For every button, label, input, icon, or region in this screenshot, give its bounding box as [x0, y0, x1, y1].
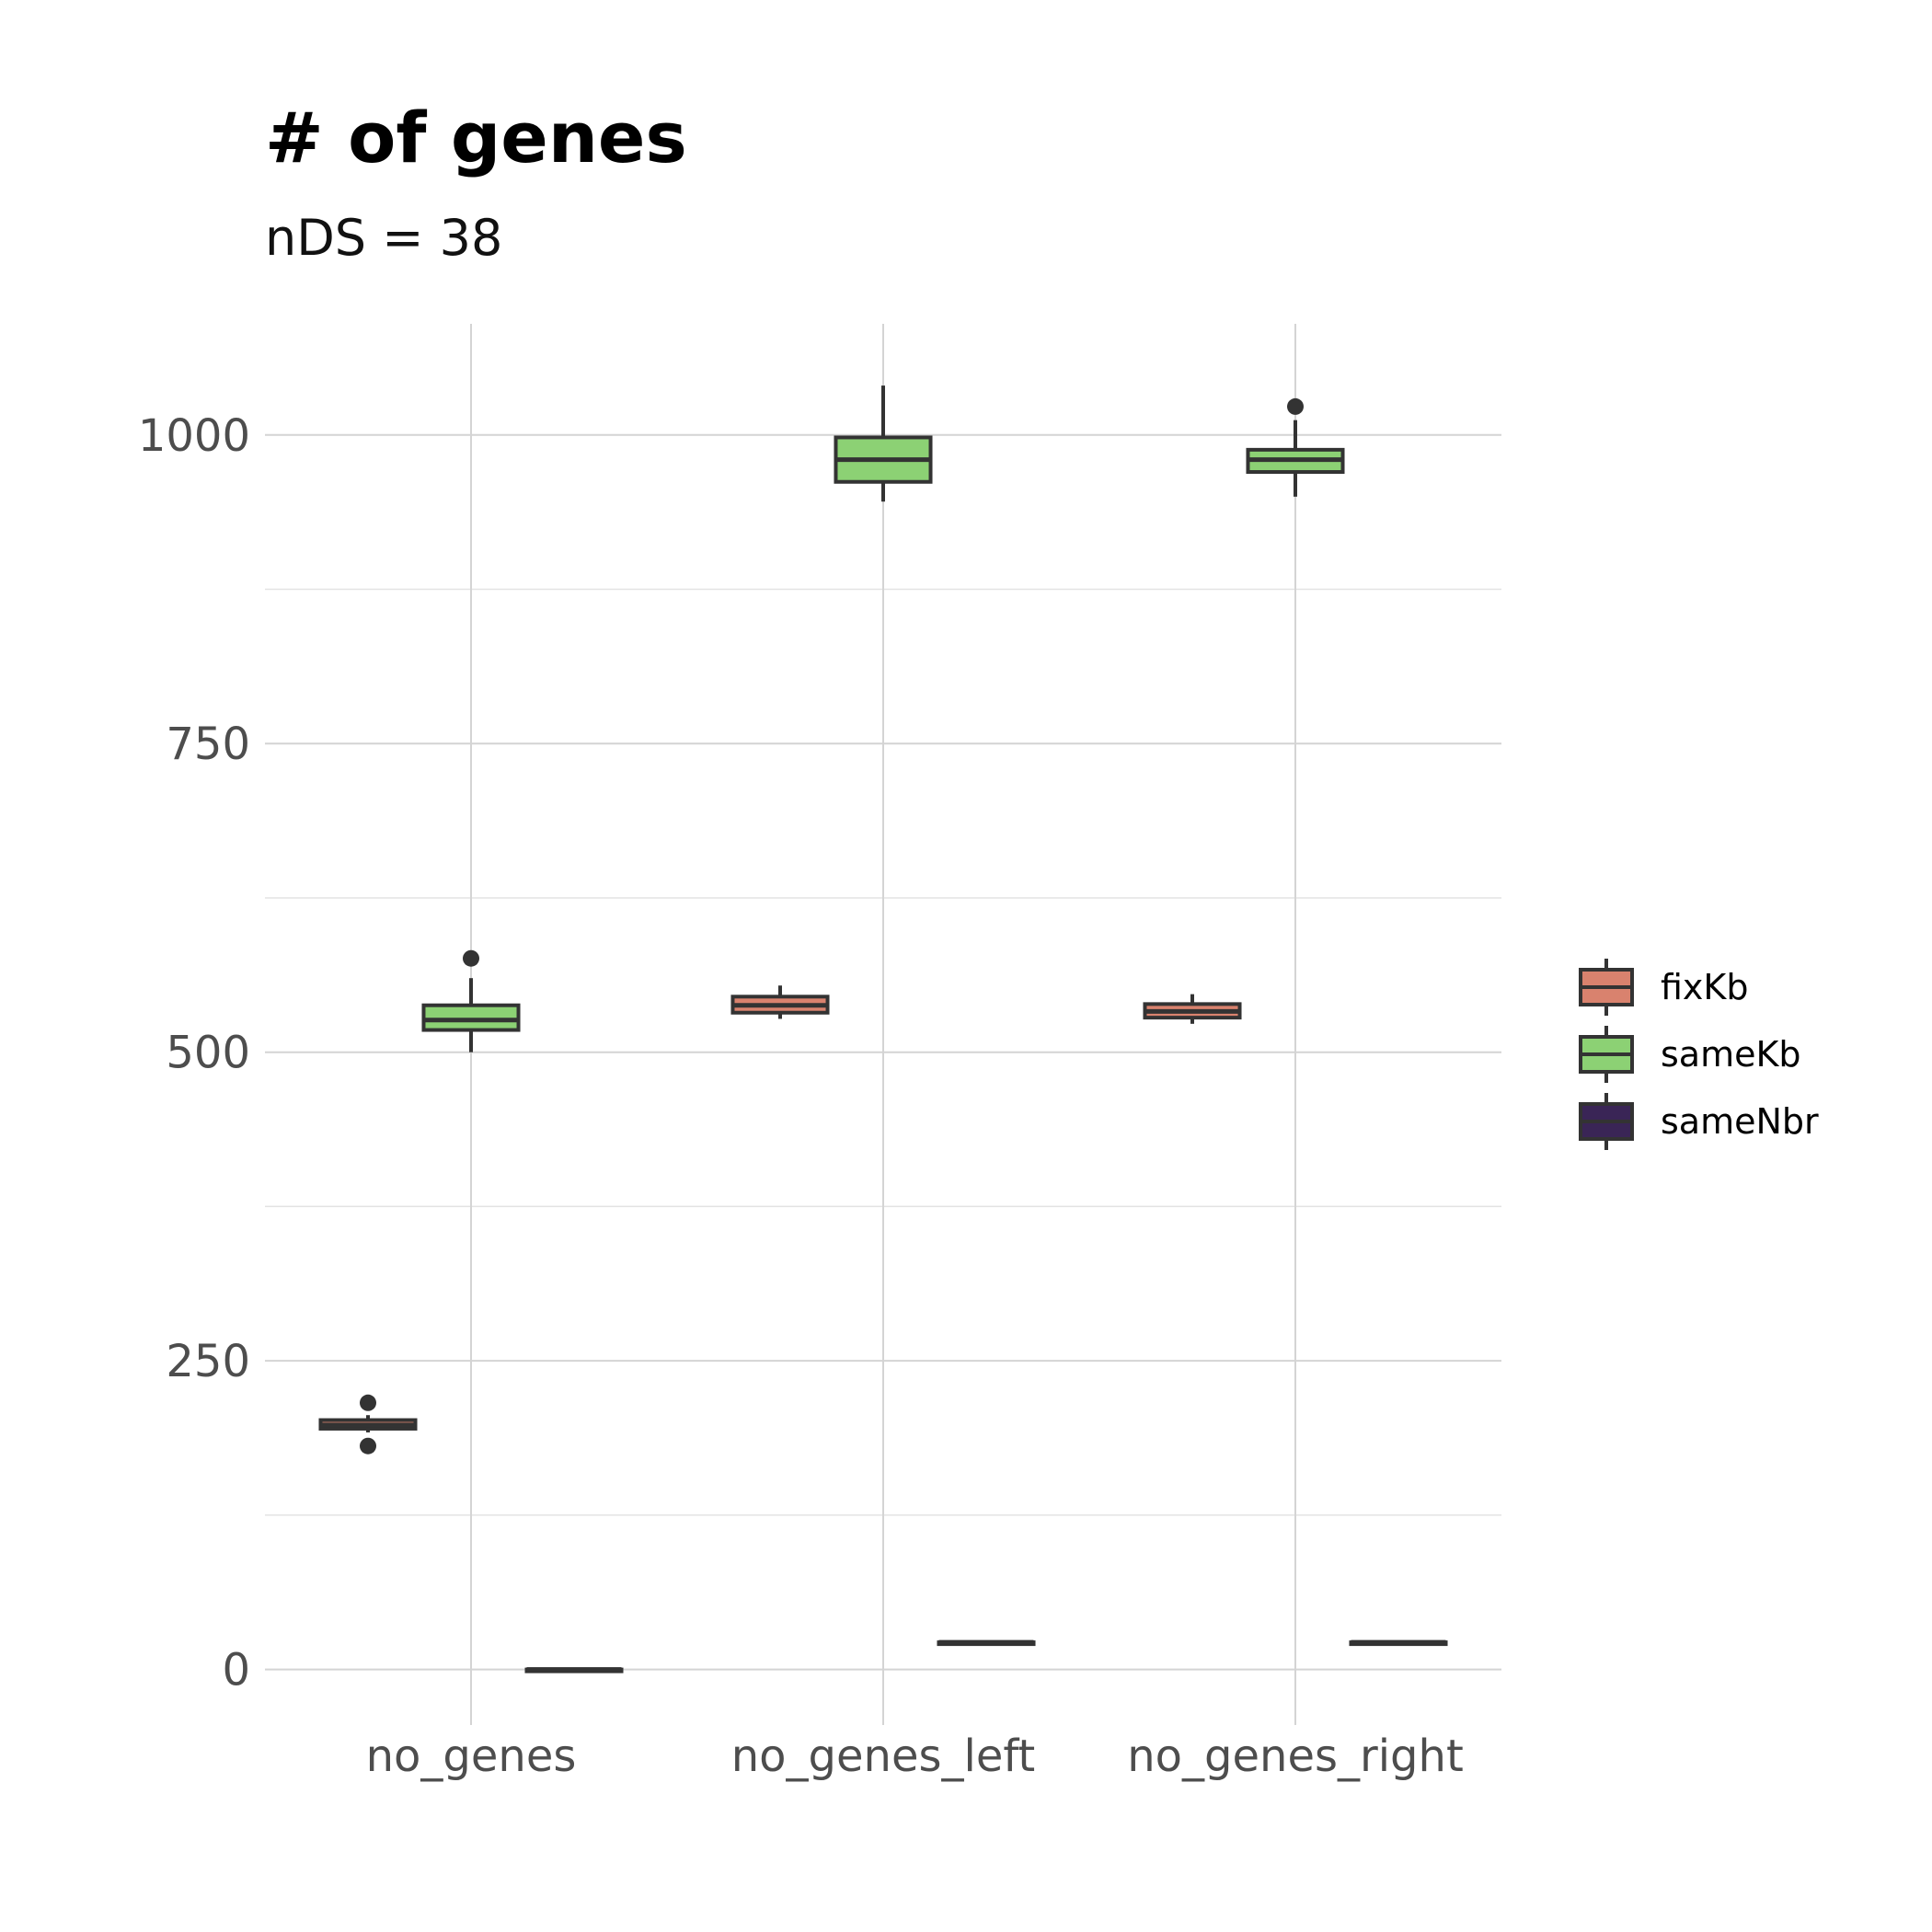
x-tick-label: no_genes_right	[1127, 1731, 1464, 1782]
y-tick-label: 0	[222, 1645, 250, 1696]
box-body	[421, 1003, 521, 1032]
legend-item-sameNbr: sameNbr	[1579, 1093, 1819, 1150]
legend: fixKb sameKb sameNbr	[1579, 959, 1819, 1150]
box-sameKb-no_genes_left	[834, 385, 933, 502]
grid-lines	[265, 324, 1501, 1725]
legend-item-sameKb: sameKb	[1579, 1026, 1801, 1083]
y-tick-label: 750	[166, 719, 250, 770]
box-sameNbr-no_genes	[524, 1667, 624, 1673]
outlier-point	[360, 1437, 376, 1455]
box-sameNbr-no_genes_right	[1349, 1639, 1448, 1647]
legend-item-fixKb: fixKb	[1579, 959, 1748, 1016]
box-sameNbr-no_genes_left	[937, 1639, 1036, 1647]
legend-label: fixKb	[1661, 967, 1748, 1007]
y-tick-label: 500	[166, 1028, 250, 1079]
axis-labels: 0 250 500 750 1000 no_genes no_genes_left no_ge…	[138, 410, 1464, 1782]
outlier-point	[1287, 397, 1304, 415]
outlier-point	[360, 1394, 376, 1411]
x-tick-label: no_genes_left	[731, 1731, 1036, 1782]
y-tick-label: 1000	[138, 410, 250, 462]
box-sameKb-no_genes_right	[1246, 397, 1345, 497]
box-fixKb-no_genes_left	[730, 985, 830, 1019]
legend-label: sameKb	[1661, 1034, 1801, 1075]
y-tick-label: 250	[166, 1336, 250, 1387]
box-fixKb-no_genes_right	[1143, 994, 1242, 1024]
chart-title: # of genes	[265, 97, 687, 178]
box-sameKb-no_genes	[421, 949, 521, 1052]
box-fixKb-no_genes	[318, 1394, 418, 1455]
x-tick-label: no_genes	[366, 1731, 577, 1782]
chart-subtitle: nDS = 38	[265, 209, 503, 267]
legend-label: sameNbr	[1661, 1101, 1819, 1142]
box-marks	[318, 385, 1448, 1673]
outlier-point	[463, 949, 479, 967]
